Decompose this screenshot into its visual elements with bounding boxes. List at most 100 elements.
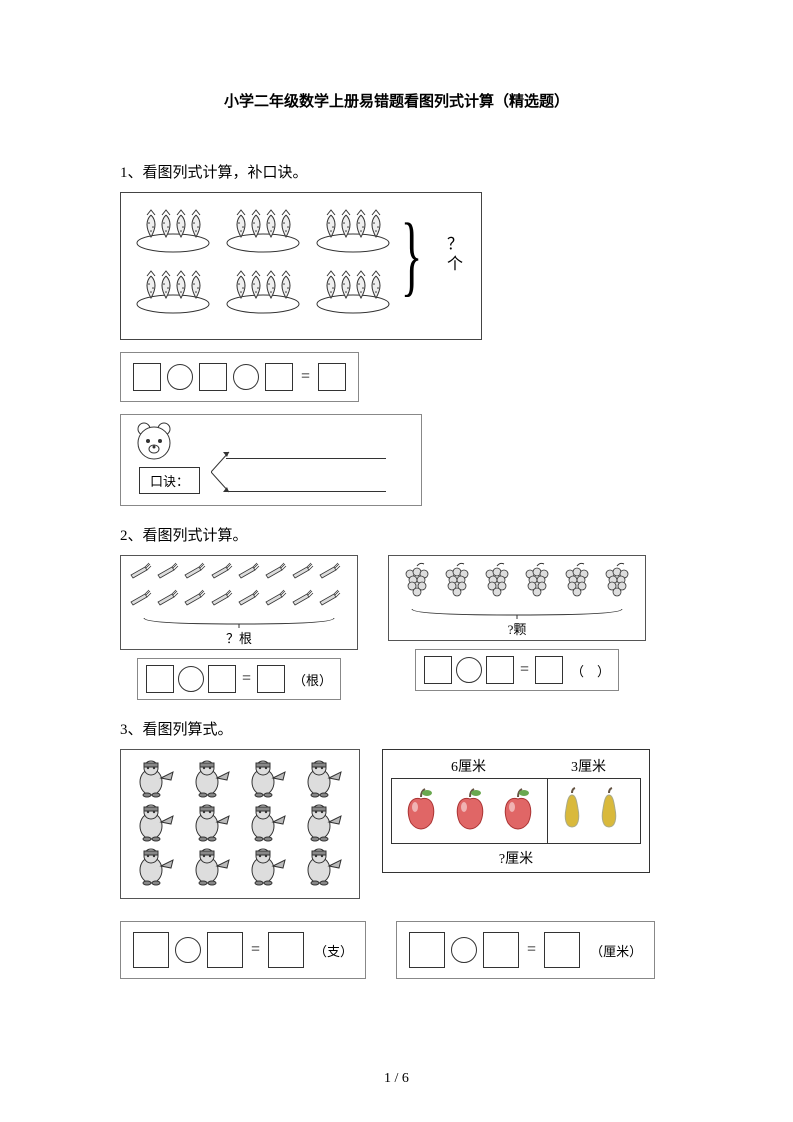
q3-left-equation: = （支） — [120, 921, 366, 979]
blank-square[interactable] — [535, 656, 563, 684]
brace-icon: } — [401, 211, 423, 301]
equals-sign: = — [299, 368, 312, 386]
page-number: 1 / 6 — [0, 1071, 793, 1087]
penguin-icon — [187, 760, 237, 800]
carrot-icon — [237, 562, 261, 587]
carrot-icon — [129, 562, 153, 587]
q3-bottom-label: ?厘米 — [391, 848, 641, 868]
q1-brace-label: ？ 个 — [447, 235, 463, 275]
unit-label: （厘米） — [590, 941, 642, 960]
blank-square[interactable] — [265, 363, 293, 391]
q1-equation: = — [120, 352, 359, 402]
blank-square[interactable] — [146, 665, 174, 693]
blank-circle[interactable] — [456, 657, 482, 683]
strawberry-plate — [133, 203, 213, 253]
seg2-label: 3厘米 — [546, 756, 631, 776]
strawberry-plate — [223, 203, 303, 253]
apple-icon — [450, 787, 490, 836]
carrot-icon — [264, 562, 288, 587]
seg1-label: 6厘米 — [391, 756, 546, 776]
penguin-icon — [299, 760, 349, 800]
grape-icon — [600, 562, 634, 605]
blank-circle[interactable] — [451, 937, 477, 963]
grape-icon — [400, 562, 434, 605]
apple-section — [392, 779, 548, 843]
strawberry-plate — [313, 264, 393, 314]
q2-left-equation: = （根） — [137, 658, 341, 700]
blank-square[interactable] — [268, 932, 304, 968]
q1-figure: } ？ 个 — [120, 192, 482, 340]
grape-icon — [440, 562, 474, 605]
carrot-icon — [210, 589, 234, 614]
apple-icon — [498, 787, 538, 836]
carrot-icon — [318, 562, 342, 587]
koujue-lines — [226, 440, 386, 506]
equals-sign: = — [240, 670, 253, 688]
bear-icon — [131, 419, 177, 470]
blank-square[interactable] — [424, 656, 452, 684]
pear-icon — [595, 787, 623, 836]
penguin-icon — [299, 848, 349, 888]
penguin-icon — [243, 804, 293, 844]
blank-circle[interactable] — [233, 364, 259, 390]
blank-square[interactable] — [133, 363, 161, 391]
q2-left-figure: ？根 — [120, 555, 358, 650]
koujue-label: 口诀： — [139, 467, 200, 494]
q2-right-figure: ?颗 — [388, 555, 646, 641]
penguin-icon — [299, 804, 349, 844]
carrot-icon — [291, 562, 315, 587]
carrot-icon — [210, 562, 234, 587]
blank-square[interactable] — [483, 932, 519, 968]
carrot-icon — [129, 589, 153, 614]
blank-circle[interactable] — [175, 937, 201, 963]
carrot-icon — [156, 589, 180, 614]
blank-square[interactable] — [257, 665, 285, 693]
q2-right-equation: = （ ） — [415, 649, 619, 691]
blank-circle[interactable] — [178, 666, 204, 692]
pear-icon — [558, 787, 586, 836]
q1-prompt: 1、看图列式计算，补口诀。 — [120, 161, 673, 182]
apple-icon — [401, 787, 441, 836]
q3-right-figure: 6厘米 3厘米 ?厘米 — [382, 749, 650, 873]
blank-square[interactable] — [208, 665, 236, 693]
blank-square[interactable] — [207, 932, 243, 968]
blank-square[interactable] — [199, 363, 227, 391]
penguin-icon — [187, 804, 237, 844]
blank-square[interactable] — [544, 932, 580, 968]
equals-sign: = — [518, 661, 531, 679]
blank-square[interactable] — [318, 363, 346, 391]
equals-sign: = — [249, 941, 262, 959]
carrot-icon — [291, 589, 315, 614]
unit-label: （ ） — [571, 661, 610, 680]
carrot-icon — [264, 589, 288, 614]
page-title: 小学二年级数学上册易错题看图列式计算（精选题） — [120, 90, 673, 111]
equals-sign: = — [525, 941, 538, 959]
under-brace-icon: ？根 — [129, 616, 349, 647]
q1-plate-grid — [133, 203, 395, 319]
carrot-icon — [183, 589, 207, 614]
under-brace-icon: ?颗 — [397, 607, 637, 638]
strawberry-plate — [223, 264, 303, 314]
q3-right-equation: = （厘米） — [396, 921, 655, 979]
strawberry-plate — [133, 264, 213, 314]
pear-section — [548, 779, 633, 843]
grape-icon — [560, 562, 594, 605]
carrot-icon — [183, 562, 207, 587]
penguin-icon — [243, 760, 293, 800]
penguin-icon — [131, 760, 181, 800]
blank-square[interactable] — [133, 932, 169, 968]
q2-prompt: 2、看图列式计算。 — [120, 524, 673, 545]
blank-circle[interactable] — [167, 364, 193, 390]
carrot-icon — [318, 589, 342, 614]
blank-square[interactable] — [409, 932, 445, 968]
carrot-icon — [156, 562, 180, 587]
q1-koujue-box: 口诀： — [120, 414, 422, 506]
penguin-icon — [131, 804, 181, 844]
grape-icon — [520, 562, 554, 605]
strawberry-plate — [313, 203, 393, 253]
q3-prompt: 3、看图列算式。 — [120, 718, 673, 739]
unit-label: （支） — [314, 941, 353, 960]
blank-square[interactable] — [486, 656, 514, 684]
carrot-icon — [237, 589, 261, 614]
unit-label: （根） — [293, 670, 332, 689]
